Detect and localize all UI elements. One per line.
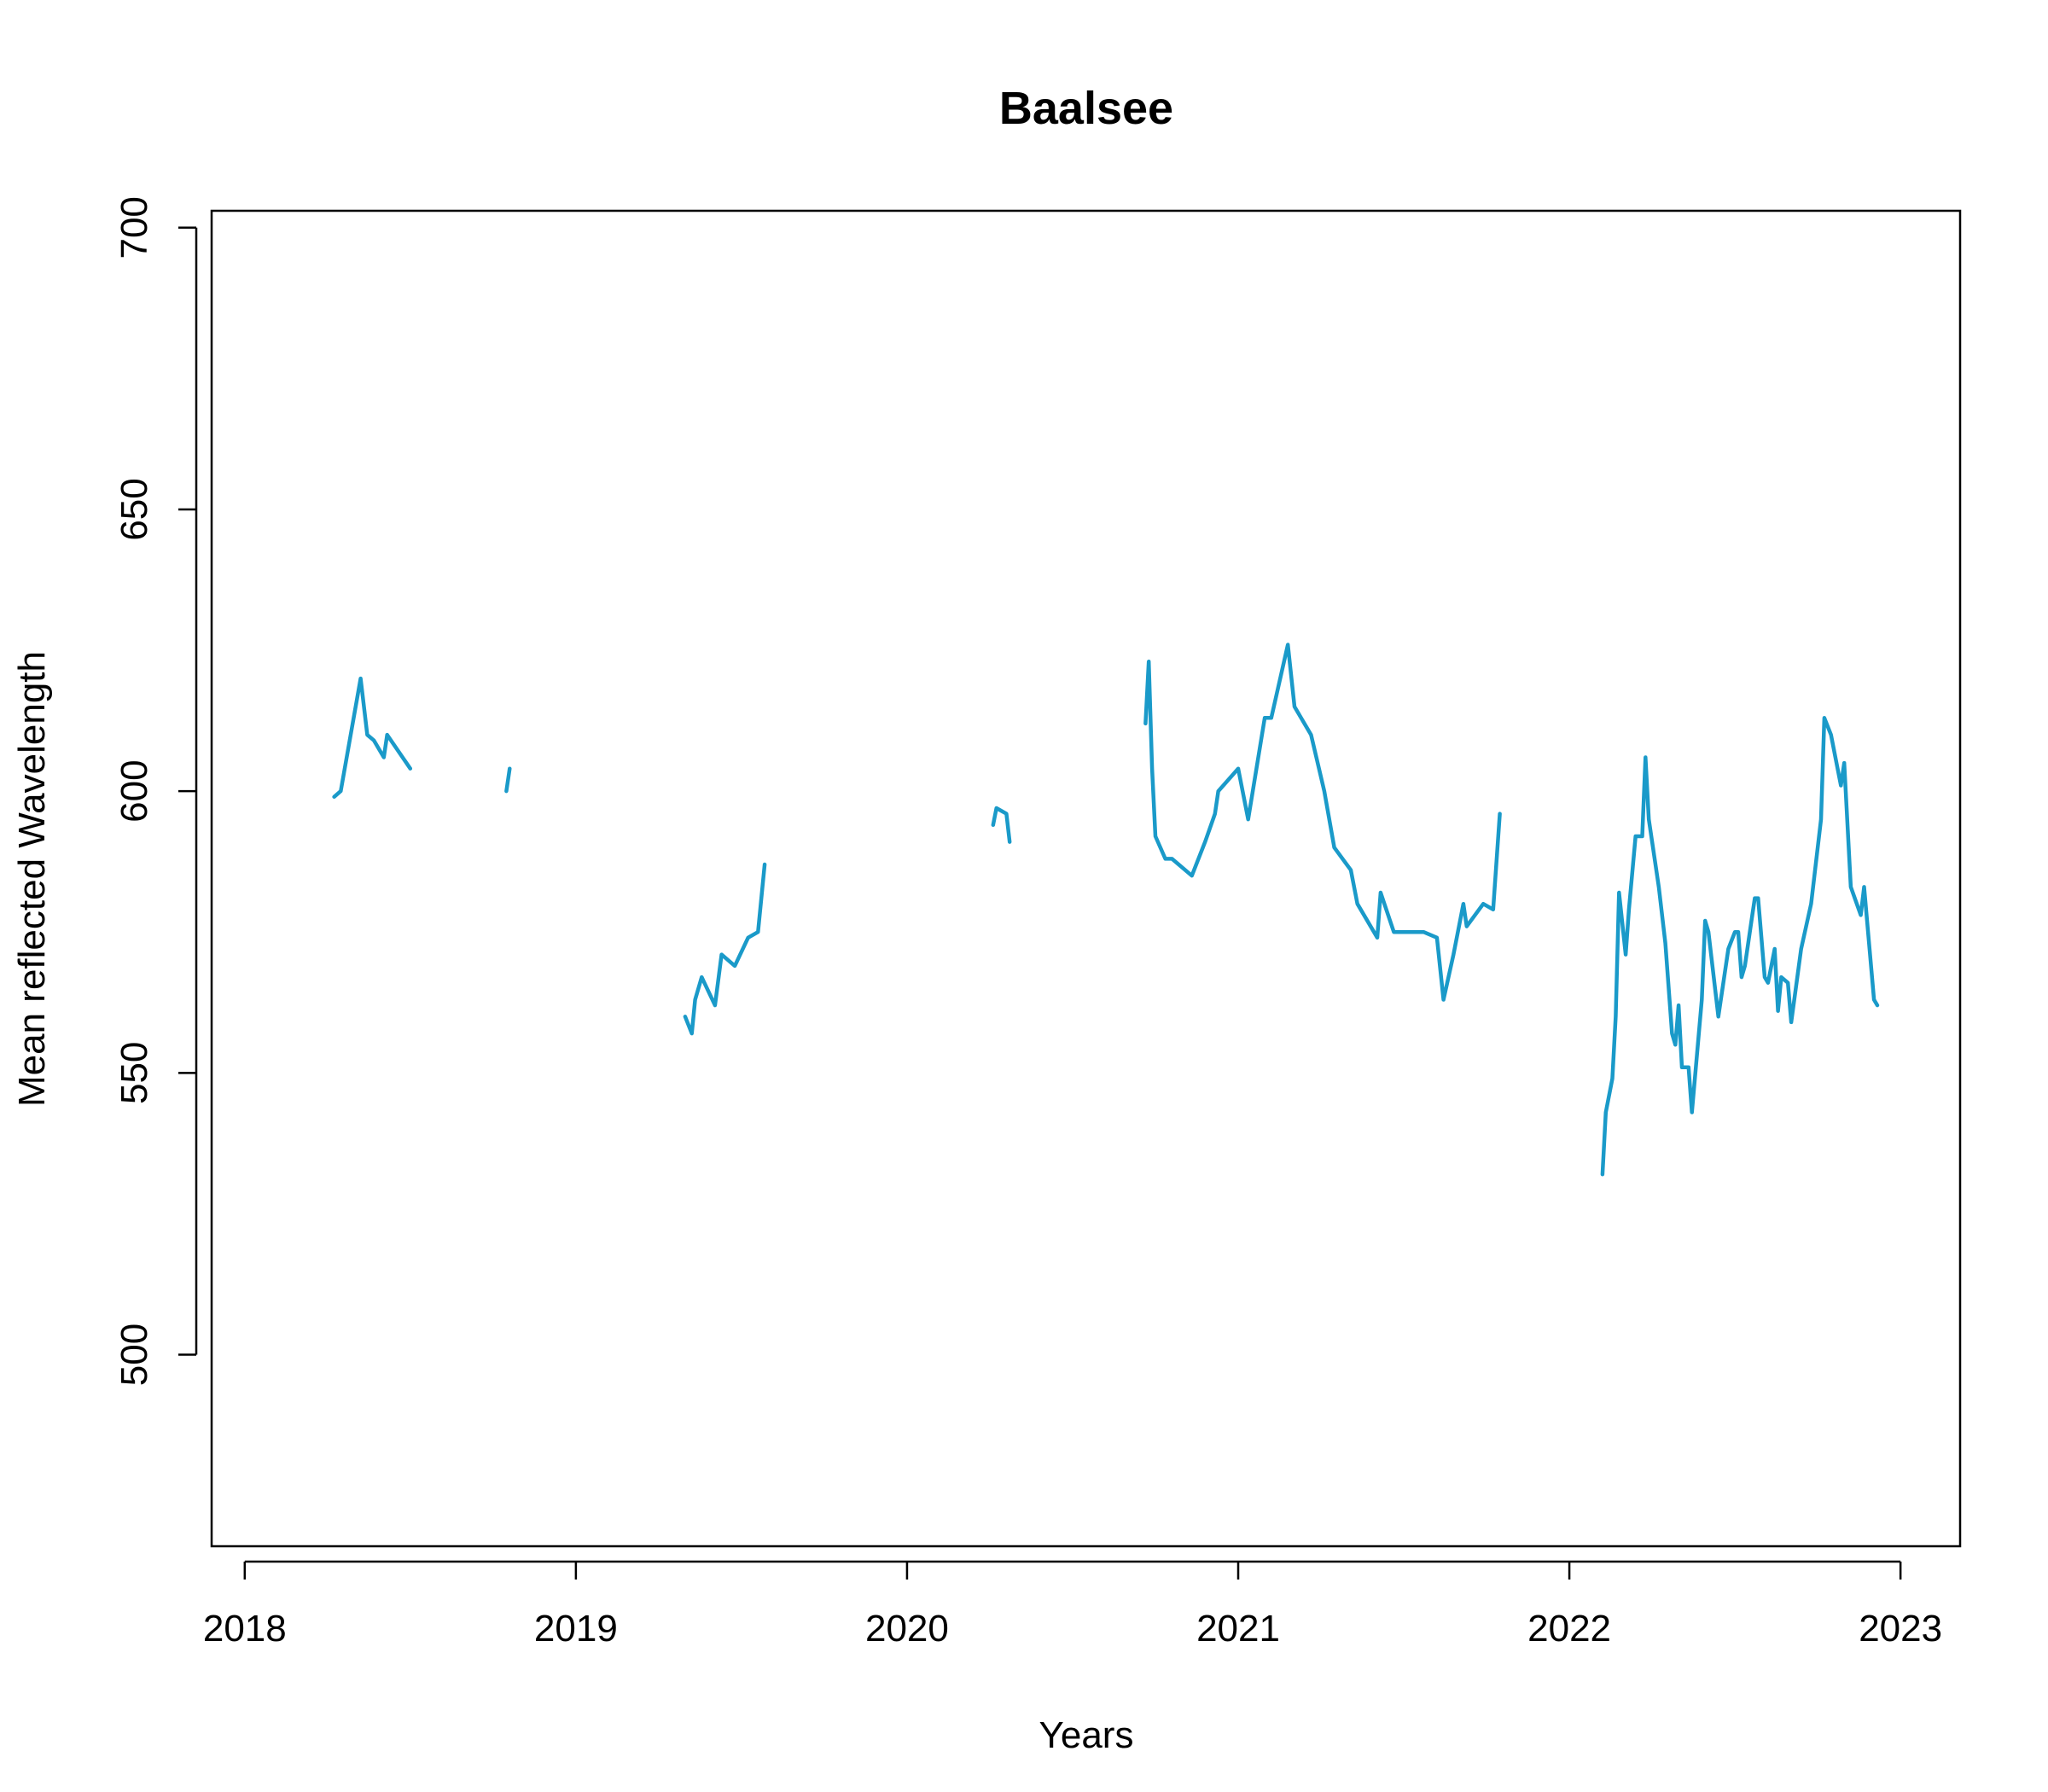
y-tick-label: 650	[113, 478, 155, 540]
x-axis-label: Years	[1039, 1714, 1134, 1756]
chart-title: Baalsee	[999, 83, 1173, 134]
y-tick-label: 700	[113, 196, 155, 259]
y-axis: 500 550 600 650 700	[113, 196, 198, 1386]
x-tick-label: 2021	[1196, 1608, 1280, 1649]
series-line-segment	[504, 766, 512, 794]
series-line-segment	[683, 862, 767, 1036]
series-line-segment	[1600, 716, 1880, 1177]
plot-area	[210, 209, 1962, 1548]
y-tick-label: 550	[113, 1042, 155, 1104]
x-tick-label: 2022	[1527, 1608, 1611, 1649]
x-tick-label: 2020	[865, 1608, 949, 1649]
x-tick-label: 2023	[1859, 1608, 1942, 1649]
y-tick-label: 600	[113, 759, 155, 822]
plot-frame	[210, 209, 1962, 1548]
x-tick-label: 2019	[534, 1608, 618, 1649]
series-line-segment	[1143, 643, 1502, 1002]
x-axis: 2018 2019 2020 2021 2022 2023	[203, 1560, 1942, 1649]
series-lines	[332, 643, 1880, 1177]
y-tick-label: 500	[113, 1324, 155, 1386]
series-line-segment	[332, 676, 413, 800]
y-axis-label: Mean reflected Wavelength	[11, 651, 53, 1107]
series-line-segment	[991, 806, 1012, 844]
x-tick-label: 2018	[203, 1608, 287, 1649]
